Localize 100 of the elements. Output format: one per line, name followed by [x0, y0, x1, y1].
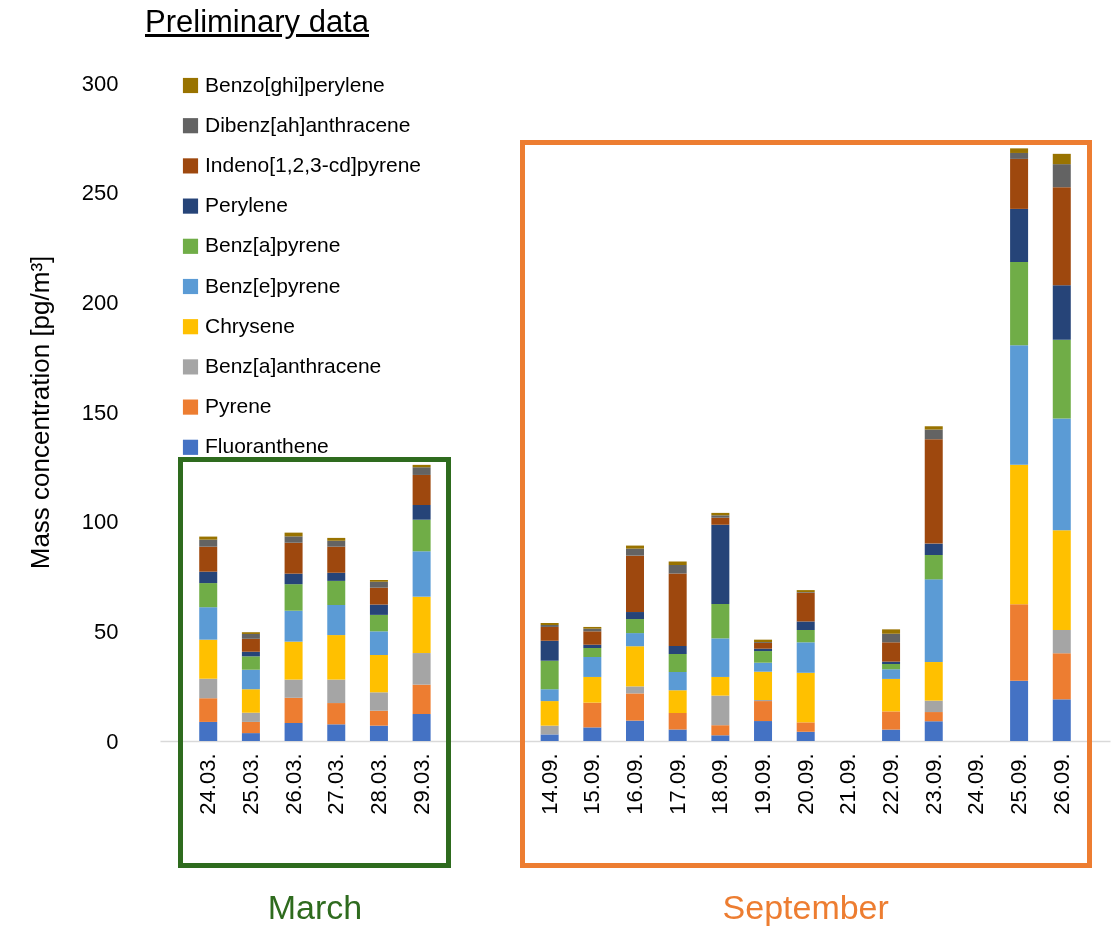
- legend-label: Benz[a]anthracene: [205, 353, 382, 377]
- legend-label: Benz[a]pyrene: [205, 233, 341, 257]
- bar: [284, 641, 303, 680]
- bar: [796, 621, 815, 631]
- y-tick-label: 150: [81, 399, 119, 425]
- bar: [540, 640, 559, 661]
- bar: [369, 604, 388, 615]
- y-axis-title: Mass concentration [pg/m³]: [24, 255, 55, 570]
- x-tick-label: 26.09.: [1048, 753, 1074, 815]
- bar: [711, 603, 730, 639]
- bar: [626, 612, 644, 620]
- bar: [241, 669, 260, 690]
- bar: [327, 605, 346, 636]
- bar: [1010, 152, 1029, 159]
- x-tick-label: 19.09.: [750, 753, 776, 815]
- bar: [668, 646, 687, 654]
- bar: [284, 573, 303, 585]
- legend-label: Pyrene: [205, 394, 272, 418]
- bar: [583, 657, 602, 677]
- bar: [412, 467, 431, 475]
- bar: [412, 505, 431, 520]
- bar: [924, 721, 943, 741]
- x-tick-label: 29.03.: [408, 753, 434, 815]
- bar: [754, 642, 773, 649]
- bar: [924, 429, 943, 440]
- bar: [284, 536, 303, 543]
- text: September: [722, 888, 889, 927]
- x-tick-label: 26.03.: [280, 753, 306, 815]
- chart-title: Preliminary data: [145, 4, 369, 40]
- bar: [796, 731, 815, 741]
- bar: [1010, 148, 1029, 153]
- bar: [327, 724, 346, 741]
- y-tick-label: 250: [81, 180, 119, 206]
- bar: [924, 579, 943, 663]
- bar: [241, 733, 260, 741]
- bar: [796, 630, 815, 643]
- bar: [1010, 464, 1029, 605]
- bar: [241, 656, 260, 670]
- bar: [412, 653, 431, 685]
- bar: [626, 693, 644, 721]
- bar: [1052, 699, 1071, 741]
- bar: [327, 540, 346, 547]
- bar: [796, 592, 815, 622]
- bar: [626, 619, 644, 634]
- bar: [882, 669, 901, 679]
- bar: [924, 426, 943, 430]
- bar: [284, 584, 303, 611]
- legend-label: Dibenz[ah]anthracene: [205, 112, 411, 136]
- bar: [369, 581, 388, 588]
- bar: [626, 545, 644, 549]
- x-tick-label: 20.09.: [792, 753, 818, 815]
- bar: [241, 638, 260, 652]
- bar: [668, 573, 687, 647]
- bar: [754, 651, 773, 663]
- bar: [668, 729, 687, 741]
- bar: [882, 711, 901, 730]
- bar: [626, 646, 644, 687]
- legend-label: Fluoranthene: [205, 434, 329, 458]
- bar: [1052, 630, 1071, 654]
- x-tick-label: 25.03.: [237, 753, 263, 815]
- bar: [369, 614, 388, 632]
- bar: [540, 725, 559, 735]
- bar: [1010, 345, 1029, 465]
- bar: [1052, 285, 1071, 340]
- bar: [327, 580, 346, 606]
- bar: [1052, 164, 1071, 188]
- bar: [796, 642, 815, 673]
- bar: [882, 678, 901, 712]
- bar: [924, 439, 943, 544]
- bar: [412, 551, 431, 597]
- bar: [924, 662, 943, 701]
- x-tick-label: 28.03.: [365, 753, 391, 815]
- bar: [711, 725, 730, 736]
- bar: [668, 671, 687, 691]
- bar: [369, 692, 388, 711]
- bar: [199, 678, 218, 699]
- bar: [241, 712, 260, 722]
- bar: [796, 672, 815, 723]
- bar: [241, 689, 260, 713]
- bar: [668, 690, 687, 713]
- bar: [327, 679, 346, 704]
- x-tick-label: 16.09.: [622, 753, 647, 815]
- y-tick-label: 50: [94, 618, 119, 644]
- x-tick-label: 17.09.: [664, 753, 690, 815]
- x-tick-label: 23.09.: [920, 753, 946, 815]
- bar: [924, 700, 943, 713]
- y-tick-label: 200: [81, 289, 119, 315]
- bar: [199, 639, 218, 679]
- bar: [327, 635, 346, 680]
- bar: [754, 721, 773, 741]
- x-tick-label: 24.09.: [963, 753, 989, 815]
- bar: [924, 555, 943, 580]
- bar: [412, 474, 431, 505]
- bar: [882, 642, 901, 662]
- bar: [284, 679, 303, 698]
- bar: [1010, 158, 1029, 209]
- bar: [369, 725, 388, 741]
- bar: [882, 633, 901, 643]
- bar: [540, 660, 559, 690]
- bar: [199, 583, 218, 608]
